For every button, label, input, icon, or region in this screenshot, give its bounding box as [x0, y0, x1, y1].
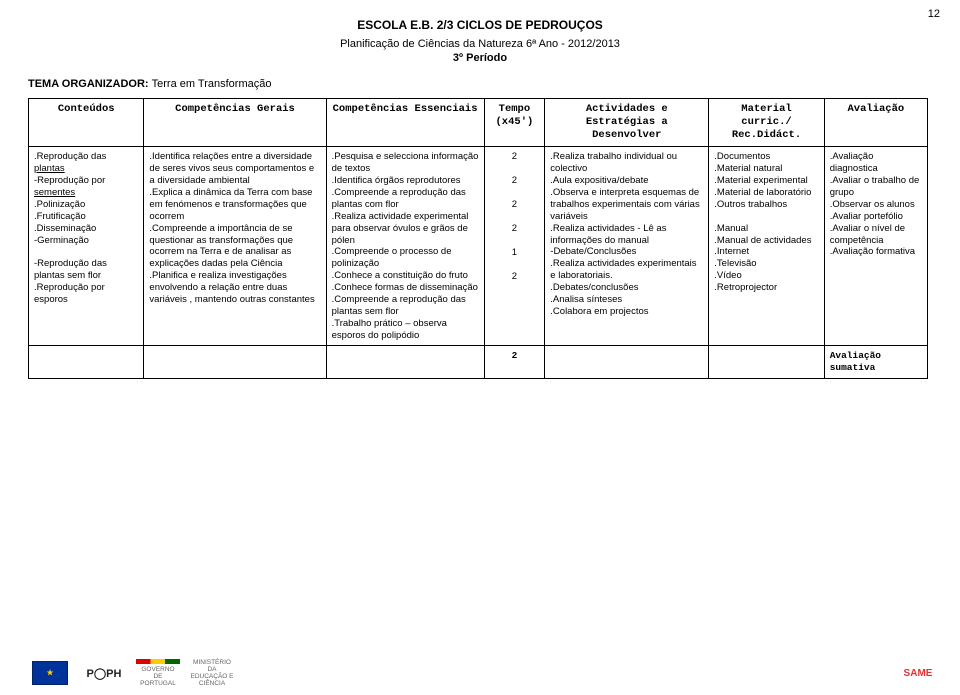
gov-portugal-logo: GOVERNO DE PORTUGAL [136, 659, 180, 687]
tempo-v3: 2 [490, 199, 540, 211]
tempo-values: 2 2 2 2 1 2 [490, 151, 540, 282]
cell-gerais: .Identifica relações entre a diversidade… [144, 147, 326, 346]
tempo-v2: 2 [490, 175, 540, 187]
col-material: Material curric./ Rec.Didáct. [709, 99, 824, 147]
sum-avaliacao: Avaliação sumativa [824, 346, 927, 379]
cell-tempo: 2 2 2 2 1 2 [484, 147, 545, 346]
col-tempo: Tempo (x45') [484, 99, 545, 147]
sum-tempo: 2 [484, 346, 545, 379]
planning-table: Conteúdos Competências Gerais Competênci… [28, 98, 928, 379]
min-edu-logo: MINISTÉRIO DA EDUCAÇÃO E CIÊNCIA [190, 659, 234, 687]
cell-avaliacao: .Avaliação diagnostica.Avaliar o trabalh… [824, 147, 927, 346]
sum-blank2 [144, 346, 326, 379]
school-title: ESCOLA E.B. 2/3 CICLOS DE PEDROUÇOS [0, 18, 960, 32]
theme-value: Terra em Transformação [152, 78, 272, 90]
page-number: 12 [928, 8, 940, 20]
col-avaliacao: Avaliação [824, 99, 927, 147]
tempo-v1: 2 [490, 151, 540, 163]
col-essenciais: Competências Essenciais [326, 99, 484, 147]
theme-label: TEMA ORGANIZADOR: [28, 78, 149, 90]
same-logo: SAME [896, 659, 940, 687]
col-gerais: Competências Gerais [144, 99, 326, 147]
cell-actividades: .Realiza trabalho individual ou colectiv… [545, 147, 709, 346]
table-content-row: .Reprodução das plantas-Reprodução por s… [29, 147, 928, 346]
gov-label: GOVERNO DE PORTUGAL [136, 666, 180, 687]
poph-logo: P◯PH [82, 659, 126, 687]
min-label: MINISTÉRIO DA EDUCAÇÃO E CIÊNCIA [190, 659, 234, 687]
period-title: 3º Período [0, 52, 960, 64]
tempo-v5: 1 [490, 247, 540, 259]
footer: P◯PH GOVERNO DE PORTUGAL MINISTÉRIO DA E… [28, 659, 940, 687]
tempo-v6: 2 [490, 271, 540, 283]
cell-material: .Documentos.Material natural.Material ex… [709, 147, 824, 346]
col-conteudos: Conteúdos [29, 99, 144, 147]
sum-blank5 [709, 346, 824, 379]
plan-title: Planificação de Ciências da Natureza 6ª … [0, 38, 960, 50]
document-header: ESCOLA E.B. 2/3 CICLOS DE PEDROUÇOS Plan… [0, 0, 960, 64]
sum-blank3 [326, 346, 484, 379]
col-actividades: Actividades e Estratégias a Desenvolver [545, 99, 709, 147]
logo-strip-left: P◯PH GOVERNO DE PORTUGAL MINISTÉRIO DA E… [28, 659, 234, 687]
eu-flag-icon [28, 659, 72, 687]
cell-essenciais: .Pesquisa e selecciona informação de tex… [326, 147, 484, 346]
table-header-row: Conteúdos Competências Gerais Competênci… [29, 99, 928, 147]
table-summary-row: 2 Avaliação sumativa [29, 346, 928, 379]
cell-conteudos: .Reprodução das plantas-Reprodução por s… [29, 147, 144, 346]
sum-blank4 [545, 346, 709, 379]
theme-organizer: TEMA ORGANIZADOR: Terra em Transformação [28, 78, 960, 90]
tempo-v4: 2 [490, 223, 540, 235]
sum-blank1 [29, 346, 144, 379]
